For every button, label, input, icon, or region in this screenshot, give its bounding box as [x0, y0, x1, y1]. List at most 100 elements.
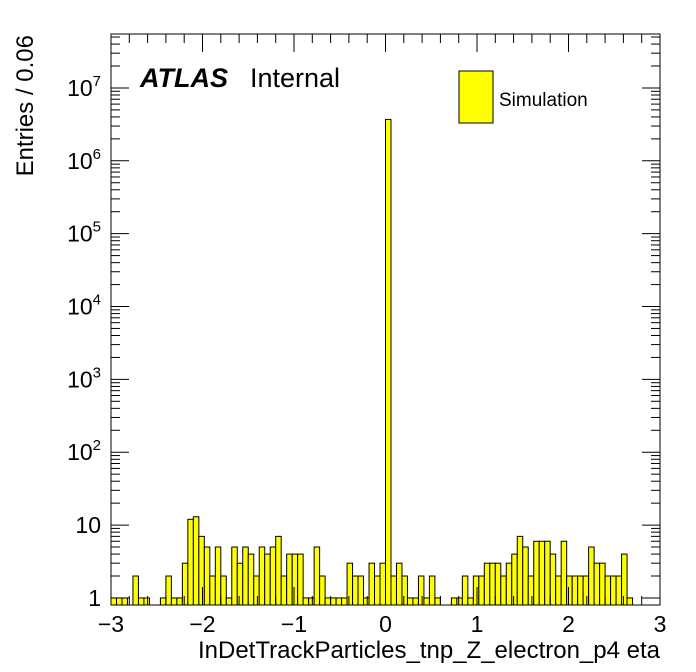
histogram-bar: [269, 546, 277, 606]
histogram-bar: [192, 516, 200, 606]
x-tick-label: 2: [562, 611, 575, 637]
histogram-bar: [121, 597, 128, 606]
histogram-bar: [571, 575, 579, 606]
x-tick-label: −3: [98, 611, 124, 637]
y-axis-label: Entries / 0.06: [12, 35, 39, 176]
histogram-bar: [593, 562, 601, 606]
internal-label: Internal: [250, 63, 340, 93]
histogram-bar: [335, 597, 343, 606]
legend-label-simulation: Simulation: [499, 90, 588, 111]
histogram-bar: [401, 575, 408, 606]
axes: −3 −2 −1 0 1 2 3 1 10 102 103 104 105 106 107: [67, 33, 667, 637]
histogram-bar: [412, 597, 419, 606]
histogram-bar: [626, 597, 634, 606]
histogram-bar: [242, 546, 249, 606]
histogram-bar: [615, 575, 623, 606]
histogram-bar: [544, 540, 551, 606]
histogram-bar: [258, 546, 266, 606]
histogram-bar: [434, 597, 441, 606]
histogram-bar: [385, 118, 392, 606]
histogram-bar: [291, 553, 299, 606]
histogram-bar: [374, 575, 381, 606]
histogram-bar: [483, 562, 491, 606]
histogram-bar: [379, 562, 387, 606]
histogram-bar: [599, 562, 606, 606]
histogram-bar: [357, 575, 365, 606]
y-axis-ticks: 1 10 102 103 104 105 106 107: [67, 36, 660, 611]
histogram-bar: [478, 575, 485, 606]
histogram-bar: [253, 575, 260, 606]
histogram-bar: [132, 575, 139, 606]
histogram-bar: [577, 575, 584, 606]
histogram-bar: [538, 540, 546, 606]
histogram-bar: [225, 597, 233, 606]
histogram-bar: [450, 597, 458, 606]
histogram-bar: [467, 597, 474, 606]
histogram-bar: [604, 575, 612, 606]
histogram-bar: [313, 546, 321, 606]
histogram-bar: [280, 575, 288, 606]
x-tick-label: −2: [189, 611, 215, 637]
histogram-bar: [423, 597, 430, 606]
y-tick-label: 102: [67, 437, 101, 465]
histogram-bar: [500, 575, 507, 606]
y-tick-label: 10: [75, 512, 101, 538]
histogram-bar: [549, 553, 557, 606]
histogram-bar: [264, 553, 271, 606]
histogram-bar: [494, 562, 502, 606]
histogram-bar: [417, 575, 425, 606]
histogram-bar: [181, 562, 189, 606]
histogram-bar: [286, 553, 293, 606]
histogram-bar: [137, 597, 145, 606]
y-tick-label: 104: [67, 292, 101, 320]
histogram-bar: [560, 540, 568, 606]
histogram-bar: [489, 562, 496, 606]
histogram-bar: [159, 597, 167, 606]
legend-swatch-simulation: [458, 70, 494, 124]
histogram-bar: [115, 597, 123, 606]
histogram-bar: [275, 535, 282, 606]
y-tick-label: 107: [67, 73, 101, 101]
y-tick-label: 105: [67, 219, 101, 247]
histogram-bar: [297, 553, 304, 606]
histogram-bar: [505, 562, 513, 606]
histogram-bar: [324, 597, 332, 606]
histogram-bar: [472, 575, 480, 606]
histogram-bar: [319, 575, 326, 606]
x-tick-label: 3: [654, 611, 667, 637]
histogram-bar: [302, 597, 310, 606]
histogram-bar: [198, 535, 205, 606]
histogram-bar: [110, 597, 117, 606]
x-tick-label: 0: [379, 611, 392, 637]
x-tick-label: −1: [281, 611, 307, 637]
histogram-bar: [352, 575, 359, 606]
x-axis-ticks: −3 −2 −1 0 1 2 3: [98, 34, 667, 637]
histogram-bar: [566, 575, 573, 606]
histogram-bar: [456, 597, 463, 606]
histogram-bar: [236, 562, 244, 606]
histogram-bar: [341, 597, 348, 606]
histogram-bar: [555, 575, 562, 606]
histogram-bar: [165, 575, 172, 606]
histogram-bar: [330, 597, 337, 606]
atlas-label: ATLAS: [139, 63, 228, 93]
histogram-bar: [170, 597, 178, 606]
histogram-bar: [368, 562, 376, 606]
histogram-bar: [522, 546, 529, 606]
y-tick-label: 103: [67, 364, 101, 392]
histogram-bar: [428, 575, 436, 606]
histogram-bar: [395, 562, 403, 606]
histogram-bar: [516, 535, 524, 606]
legend: Simulation: [458, 70, 588, 124]
histogram-bar: [203, 546, 211, 606]
x-axis-label: InDetTrackParticles_tnp_Z_electron_p4 et…: [198, 637, 661, 664]
histogram-bar: [511, 553, 518, 606]
histogram-bar: [621, 553, 628, 606]
histogram-bar: [143, 597, 150, 606]
x-tick-label: 1: [471, 611, 484, 637]
histogram-bar: [176, 597, 183, 606]
histogram-bar: [527, 575, 535, 606]
histogram-bar: [247, 553, 255, 606]
histogram-bar: [363, 597, 370, 606]
